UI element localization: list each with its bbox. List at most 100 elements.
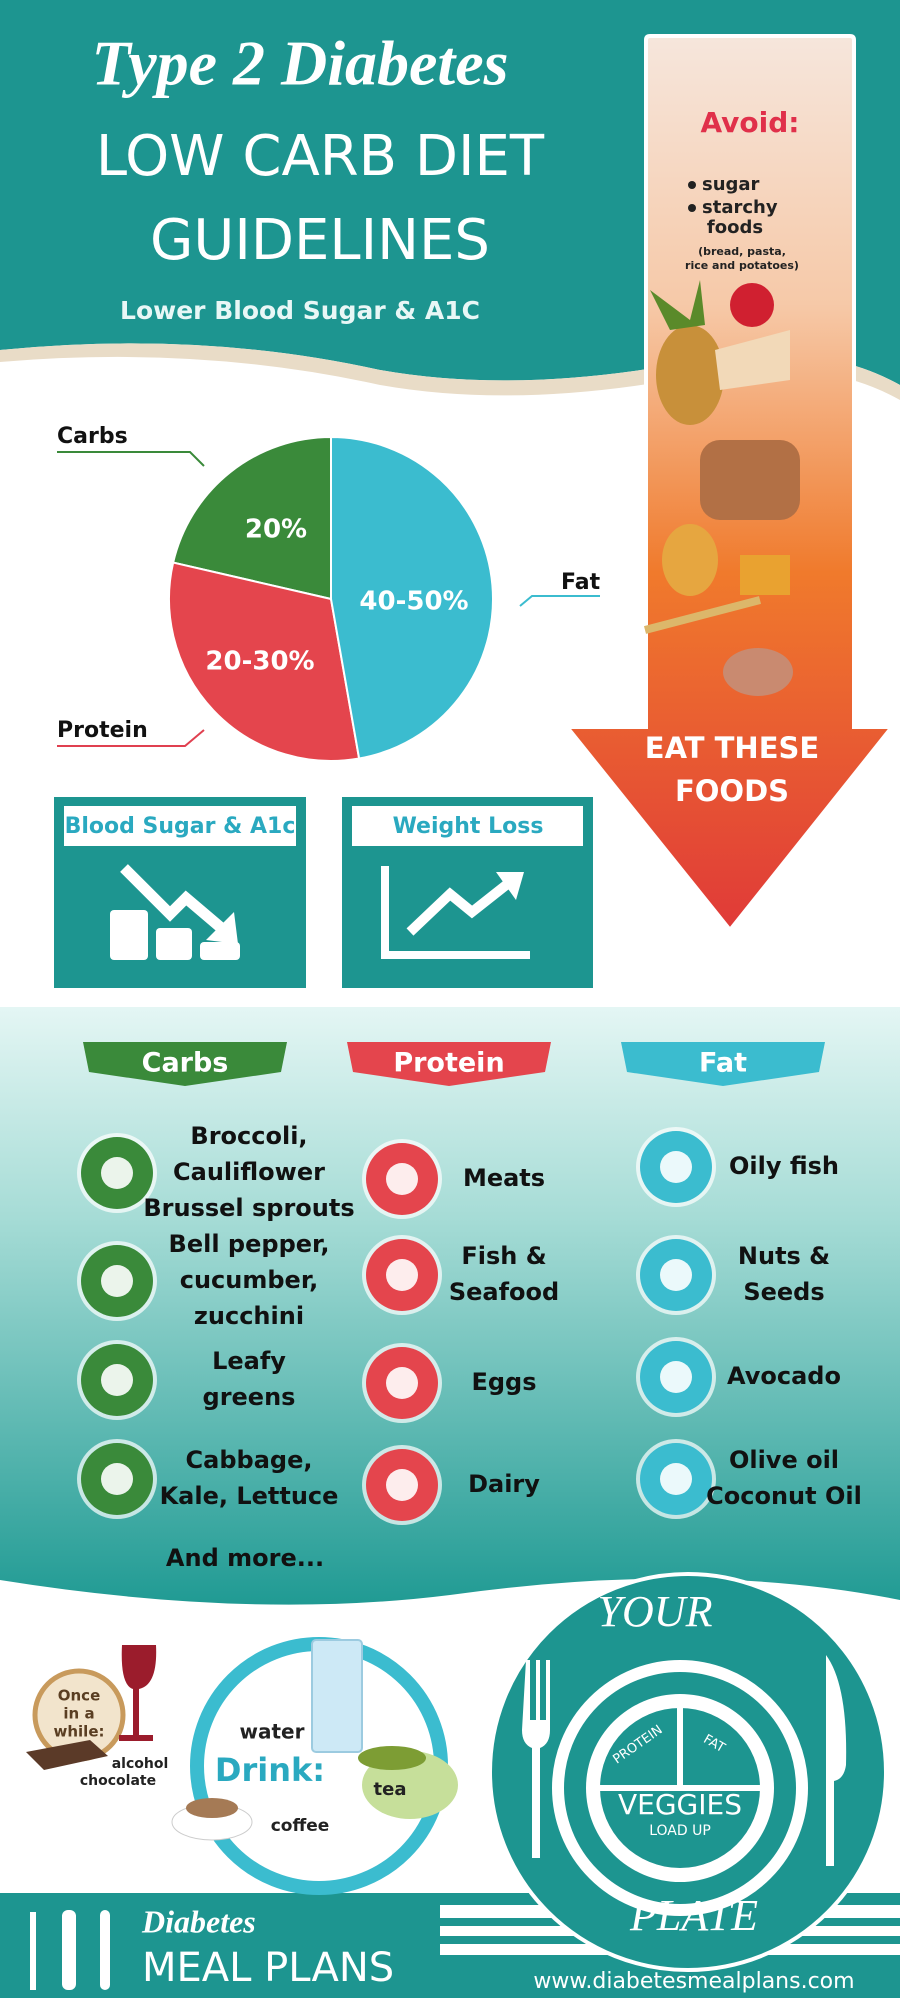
- food-icon-glyph: [660, 1259, 692, 1291]
- occasional-text: in a: [63, 1705, 94, 1723]
- brand-script: Diabetes: [141, 1903, 256, 1939]
- food-columns: Carbs Broccoli, Cauliflower Brussel sprouts…: [77, 1042, 862, 1525]
- decline-icon: [110, 864, 240, 960]
- drink-item: water: [240, 1720, 305, 1744]
- title-line: LOW CARB DIET: [96, 124, 545, 189]
- food-icon-glyph: [101, 1463, 133, 1495]
- food-item: Avocado: [727, 1362, 841, 1390]
- drink-heading: Drink:: [215, 1751, 325, 1789]
- food-icon-glyph: [660, 1463, 692, 1495]
- food-icon-glyph: [660, 1361, 692, 1393]
- food-icon-glyph: [101, 1364, 133, 1396]
- food-icon-glyph: [386, 1163, 418, 1195]
- avoid-note: rice and potatoes): [685, 259, 799, 272]
- pie-slice: [330, 435, 494, 760]
- more-text: And more...: [166, 1544, 324, 1572]
- food-icon-glyph: [101, 1265, 133, 1297]
- cta-line: EAT THESE: [645, 731, 819, 765]
- food-item: Brussel sprouts: [143, 1194, 354, 1222]
- column-banner: [83, 1042, 287, 1086]
- script-title: Type 2 Diabetes: [91, 28, 508, 99]
- avoid-item: starchy: [702, 197, 778, 218]
- food-item: Kale, Lettuce: [160, 1482, 339, 1510]
- avoid-note: (bread, pasta,: [698, 245, 786, 258]
- drink-item: tea: [374, 1779, 407, 1800]
- drink-item: coffee: [271, 1816, 330, 1836]
- footer-logo: [30, 1910, 110, 1990]
- food-item: Fish &: [461, 1242, 546, 1270]
- food-item: Dairy: [468, 1470, 540, 1498]
- column-heading: Fat: [699, 1048, 747, 1079]
- food-item: Leafy: [212, 1347, 286, 1375]
- column-banner: [621, 1042, 825, 1086]
- header-stripe: [0, 343, 900, 400]
- pie-name: Carbs: [57, 424, 128, 449]
- column-heading: Protein: [393, 1048, 504, 1079]
- benefit-label: Weight Loss: [393, 814, 544, 839]
- benefit-label-bg: [64, 806, 296, 846]
- label-line: [57, 729, 205, 747]
- benefit-label-bg: [352, 806, 583, 846]
- pie-label: 40-50%: [359, 587, 468, 617]
- cta-line: FOODS: [675, 774, 789, 808]
- pie-label: 20%: [245, 515, 307, 545]
- occasional-item: alcohol: [112, 1756, 169, 1772]
- food-item: Cabbage,: [186, 1446, 313, 1474]
- column-banner: [347, 1042, 551, 1086]
- food-item: Nuts &: [738, 1242, 830, 1270]
- food-icon-glyph: [386, 1367, 418, 1399]
- avoid-item: foods: [707, 217, 763, 238]
- plate-note: LOAD UP: [649, 1823, 711, 1839]
- food-item: zucchini: [194, 1302, 304, 1330]
- food-icon-glyph: [386, 1469, 418, 1501]
- food-item: Seeds: [743, 1278, 824, 1306]
- plate-divider: [600, 1708, 760, 1791]
- title-line: GUIDELINES: [150, 208, 490, 273]
- pie-name: Protein: [57, 718, 148, 743]
- tea-cup: [358, 1746, 426, 1770]
- occasional-text: while:: [54, 1723, 105, 1741]
- label-line: [519, 595, 600, 607]
- food-item: Meats: [463, 1164, 545, 1192]
- label-line: [57, 451, 205, 467]
- food-item: greens: [203, 1383, 296, 1411]
- subtitle: Lower Blood Sugar & A1C: [120, 296, 480, 325]
- food-item: Broccoli,: [190, 1122, 307, 1150]
- food-item: Coconut Oil: [706, 1482, 862, 1510]
- benefit-label: Blood Sugar & A1c: [65, 814, 296, 839]
- avoid-item: sugar: [702, 174, 760, 195]
- bullet: [688, 204, 696, 212]
- plate-top: YOUR: [598, 1587, 713, 1636]
- food-item: Olive oil: [729, 1446, 839, 1474]
- occasional-text: Once: [58, 1687, 101, 1705]
- food-item: Eggs: [471, 1368, 536, 1396]
- food-section: [0, 1007, 900, 1607]
- column-heading: Carbs: [142, 1048, 229, 1079]
- food-images: [643, 280, 800, 696]
- macro-pie: [168, 435, 494, 762]
- growth-icon: [381, 866, 530, 959]
- water-glass: [311, 1639, 363, 1753]
- brand: MEAL PLANS: [142, 1945, 394, 1991]
- pie-slice: [171, 435, 332, 601]
- plate-main: VEGGIES: [618, 1788, 742, 1821]
- coffee-cup: [186, 1798, 238, 1818]
- wine-icon: [119, 1645, 157, 1741]
- bullet: [688, 181, 696, 189]
- pie-name: Fat: [561, 570, 601, 595]
- cutlery: [522, 1655, 847, 1866]
- food-icon-glyph: [101, 1157, 133, 1189]
- avoid-heading: Avoid:: [701, 106, 800, 139]
- plate-bottom: PLATE: [629, 1891, 758, 1940]
- pie-slice: [168, 561, 361, 762]
- url: www.diabetesmealplans.com: [533, 1969, 854, 1994]
- pie-label: 20-30%: [205, 647, 314, 677]
- food-item: Oily fish: [729, 1152, 839, 1180]
- food-icon-glyph: [386, 1259, 418, 1291]
- food-item: cucumber,: [180, 1266, 319, 1294]
- food-icon-glyph: [660, 1151, 692, 1183]
- food-item: Seafood: [449, 1278, 559, 1306]
- food-item: Bell pepper,: [169, 1230, 330, 1258]
- chocolate-icon: [26, 1740, 108, 1770]
